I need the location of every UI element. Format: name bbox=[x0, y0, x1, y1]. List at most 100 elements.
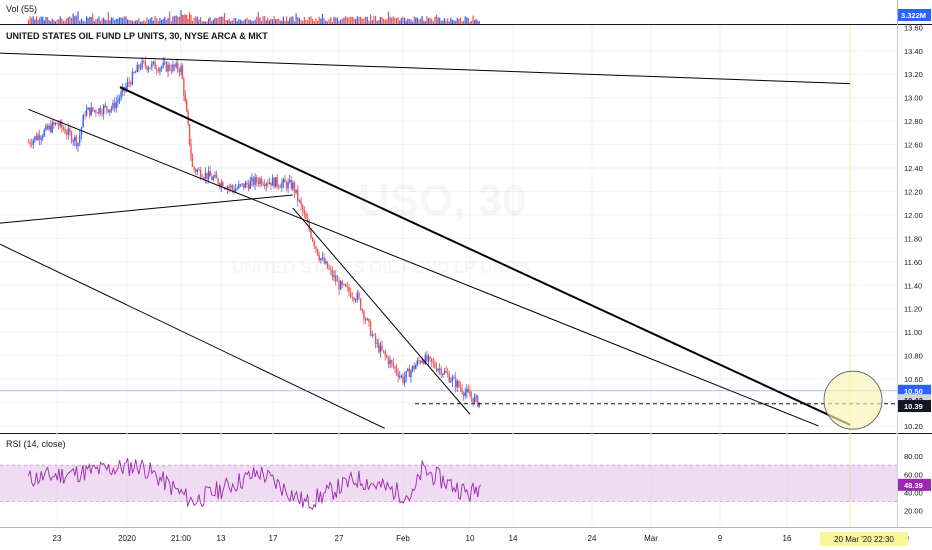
candle-body bbox=[194, 169, 197, 172]
candle-body bbox=[279, 187, 282, 188]
candle-body bbox=[219, 183, 221, 187]
candle-body bbox=[411, 365, 414, 371]
volume-bar bbox=[426, 16, 428, 24]
candle-body bbox=[446, 372, 449, 375]
volume-bar bbox=[276, 18, 278, 24]
candle-body bbox=[256, 177, 258, 182]
trendline bbox=[0, 194, 293, 224]
candle-body bbox=[333, 275, 335, 278]
current-price-badge bbox=[898, 400, 931, 413]
candle-body bbox=[336, 280, 339, 282]
volume-bar bbox=[350, 16, 352, 24]
candle-body bbox=[453, 377, 455, 379]
volume-bar bbox=[178, 16, 180, 24]
volume-bar bbox=[363, 18, 365, 24]
candle-body bbox=[117, 100, 119, 103]
candle-body bbox=[359, 298, 362, 310]
volume-bar bbox=[62, 20, 65, 24]
candle-body bbox=[476, 395, 479, 407]
candle-body bbox=[335, 275, 337, 282]
time-tick-label: 2020 bbox=[118, 534, 136, 543]
rsi-value-label: 48.39 bbox=[904, 481, 923, 490]
candle-body bbox=[157, 70, 160, 72]
candle-body bbox=[260, 178, 263, 185]
candle-body bbox=[431, 358, 433, 362]
volume-bar bbox=[424, 21, 426, 24]
candle-body bbox=[118, 98, 121, 101]
volume-bar bbox=[82, 20, 84, 24]
volume-bar bbox=[222, 16, 224, 24]
volume-bar bbox=[271, 19, 274, 24]
volume-bar bbox=[38, 17, 41, 24]
candle-body bbox=[180, 65, 182, 73]
volume-bar bbox=[131, 20, 134, 24]
volume-bar bbox=[278, 18, 280, 24]
candle-body bbox=[364, 319, 367, 321]
candle-body bbox=[405, 370, 407, 378]
volume-bar bbox=[172, 16, 174, 24]
volume-bar bbox=[256, 16, 258, 24]
candle-body bbox=[408, 368, 411, 378]
candle-body bbox=[435, 367, 438, 371]
candle-body bbox=[273, 178, 275, 188]
candle-body bbox=[254, 177, 256, 185]
volume-bar bbox=[112, 17, 114, 24]
volume-bar bbox=[208, 18, 210, 24]
volume-bar bbox=[32, 16, 34, 24]
candle-body bbox=[196, 169, 199, 172]
candle-body bbox=[306, 218, 309, 223]
candle-body bbox=[323, 257, 325, 264]
candle-body bbox=[437, 369, 439, 371]
candle-body bbox=[472, 398, 474, 404]
candle-body bbox=[133, 72, 135, 73]
candle-body bbox=[136, 64, 138, 73]
candle-body bbox=[233, 188, 235, 192]
candle-body bbox=[162, 62, 164, 67]
volume-bar bbox=[400, 17, 402, 24]
candle-body bbox=[209, 171, 211, 177]
volume-bar bbox=[239, 19, 242, 24]
price-tick-label: 11.80 bbox=[904, 234, 922, 243]
volume-bar bbox=[120, 17, 122, 24]
candle-body bbox=[147, 68, 150, 70]
candle-body bbox=[456, 381, 458, 388]
volume-bar bbox=[338, 20, 340, 24]
volume-bar bbox=[340, 19, 342, 24]
volume-bar bbox=[135, 20, 137, 24]
volume-bar bbox=[448, 21, 450, 24]
candle-body bbox=[70, 132, 73, 142]
volume-bar bbox=[260, 20, 263, 24]
trendline bbox=[292, 207, 471, 415]
volume-bar bbox=[35, 16, 38, 24]
volume-bar bbox=[289, 17, 291, 24]
rsi-label[interactable]: RSI (14, close) bbox=[6, 439, 66, 449]
rsi-value-badge bbox=[898, 478, 931, 491]
volume-bar bbox=[373, 16, 375, 24]
volume-bar bbox=[106, 20, 108, 24]
candle-body bbox=[244, 182, 247, 188]
volume-label[interactable]: Vol (55) bbox=[6, 4, 38, 14]
candle-body bbox=[259, 178, 261, 184]
volume-bar bbox=[59, 16, 61, 24]
candle-body bbox=[88, 107, 91, 116]
candle-body bbox=[141, 60, 143, 68]
volume-bar bbox=[235, 17, 237, 24]
candle-body bbox=[236, 188, 238, 189]
candle-body bbox=[130, 82, 132, 85]
volume-bar bbox=[376, 20, 378, 24]
chart-title[interactable]: UNITED STATES OIL FUND LP UNITS, 30, NYS… bbox=[6, 31, 268, 41]
volume-bar bbox=[139, 21, 142, 24]
volume-bar bbox=[305, 20, 307, 24]
candle-body bbox=[298, 200, 301, 202]
candle-body bbox=[442, 373, 444, 375]
candle-body bbox=[402, 375, 404, 383]
candle-body bbox=[146, 66, 148, 70]
candle-body bbox=[316, 248, 319, 255]
candle-body bbox=[421, 360, 423, 363]
candle-body bbox=[201, 177, 203, 179]
candle-body bbox=[126, 82, 129, 87]
volume-bar bbox=[214, 17, 216, 24]
volume-bar bbox=[227, 20, 229, 24]
